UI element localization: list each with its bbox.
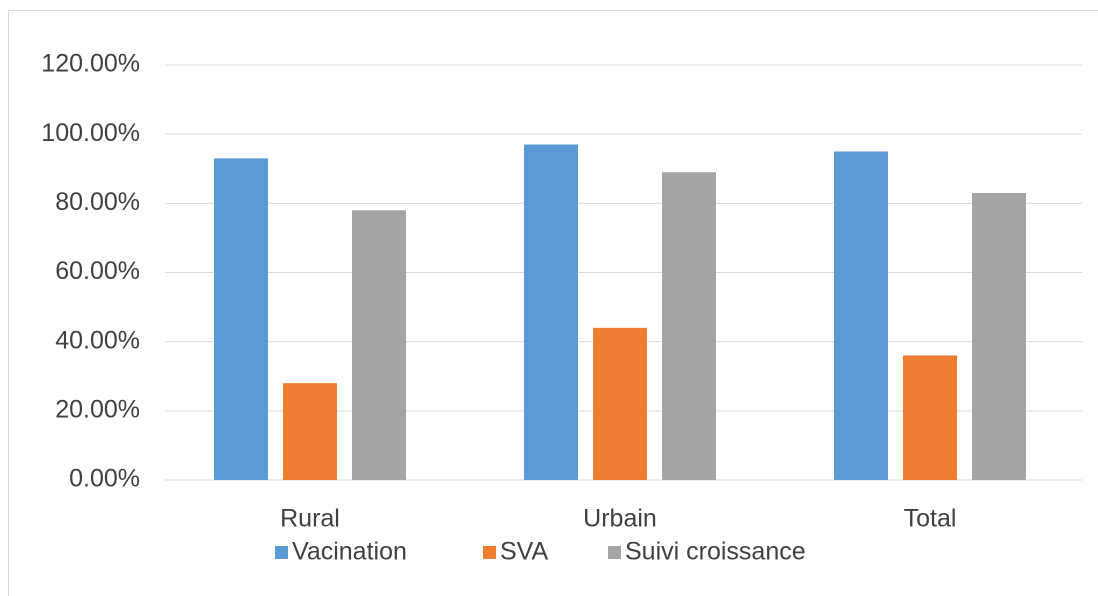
bar	[283, 383, 337, 480]
bar	[593, 327, 647, 480]
y-tick-label: 0.00%	[69, 465, 140, 493]
bar	[834, 151, 888, 481]
bar	[903, 355, 957, 480]
legend-label: SVA	[500, 538, 548, 566]
legend-label: Vacination	[292, 538, 407, 566]
legend-label: Suivi croissance	[625, 538, 806, 566]
x-tick-label: Urbain	[583, 505, 657, 533]
bar	[524, 144, 578, 480]
y-tick-label: 20.00%	[55, 395, 140, 423]
y-tick-label: 40.00%	[55, 326, 140, 354]
chart-frame	[8, 10, 1098, 596]
legend-swatch	[275, 546, 288, 559]
bar	[662, 172, 716, 481]
x-tick-label: Total	[904, 505, 957, 533]
y-tick-label: 80.00%	[55, 188, 140, 216]
bar	[352, 210, 406, 480]
legend-swatch	[483, 546, 496, 559]
y-tick-label: 60.00%	[55, 257, 140, 285]
bar	[214, 158, 268, 480]
legend-swatch	[608, 546, 621, 559]
y-tick-label: 120.00%	[41, 50, 140, 78]
y-tick-label: 100.00%	[41, 119, 140, 147]
bar	[972, 192, 1026, 481]
x-tick-label: Rural	[280, 505, 340, 533]
